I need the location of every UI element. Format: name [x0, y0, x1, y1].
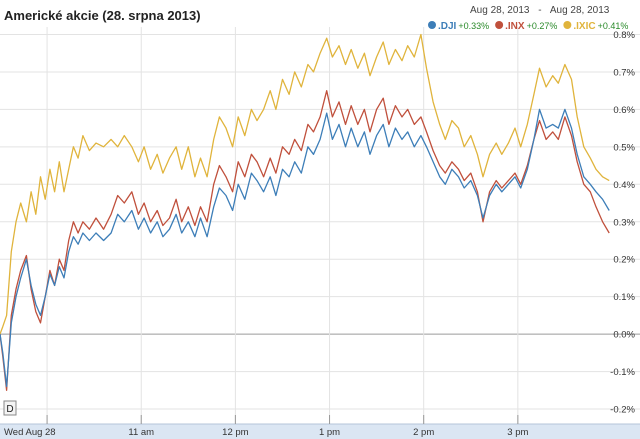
date-range-from: Aug 28, 2013 [470, 5, 530, 16]
x-tick-label: 3 pm [507, 427, 528, 438]
y-tick-label: 0.5% [613, 142, 635, 153]
x-axis [0, 423, 640, 439]
legend-change-dji: +0.33% [458, 21, 489, 31]
legend-change-ixic: +0.41% [598, 21, 629, 31]
x-tick-label: 12 pm [222, 427, 248, 438]
legend-marker-inx [495, 21, 504, 29]
date-range: Aug 28, 2013 - Aug 28, 2013 [470, 5, 610, 16]
y-tick-label: -0.1% [610, 367, 635, 378]
date-range-separator: - [538, 5, 541, 16]
y-tick-label: 0.8% [613, 30, 635, 41]
d-button[interactable]: D [3, 400, 17, 416]
y-tick-label: 0.6% [613, 105, 635, 116]
x-ticks: Wed Aug 28 11 am 12 pm 1 pm 2 pm 3 pm [4, 415, 528, 438]
legend-label-inx: .INX [505, 21, 525, 32]
legend-label-dji: .DJI [438, 21, 457, 32]
x-tick-label: 11 am [128, 427, 154, 438]
legend: .DJI +0.33% .INX +0.27% .IXIC +0.41% [428, 21, 628, 32]
chart-title: Americké akcie (28. srpna 2013) [4, 8, 201, 23]
y-tick-label: 0.3% [613, 217, 635, 228]
series-line-inx [0, 90, 610, 391]
x-tick-label: Wed Aug 28 [4, 427, 56, 438]
y-tick-label: 0.0% [613, 330, 635, 341]
x-axis-bar [0, 424, 640, 439]
d-button-frame[interactable] [3, 400, 17, 416]
legend-marker-ixic [563, 21, 572, 29]
y-tick-label: 0.1% [613, 292, 635, 303]
y-tick-label: 0.7% [613, 67, 635, 78]
y-tick-label: -0.2% [610, 405, 635, 416]
x-tick-label: 1 pm [319, 427, 340, 438]
series-lines [0, 33, 610, 391]
legend-marker-dji [428, 21, 436, 29]
series-line-dji [0, 108, 610, 388]
legend-change-inx: +0.27% [527, 21, 558, 31]
date-range-to: Aug 28, 2013 [550, 5, 610, 16]
x-tick-label: 2 pm [413, 427, 434, 438]
series-line-ixic [0, 33, 610, 335]
y-ticks: -0.2% -0.1% 0.0% 0.1% 0.2% 0.3% 0.4% 0.5% 0.6% 0.… [610, 30, 635, 416]
y-tick-label: 0.4% [613, 180, 635, 191]
legend-label-ixic: .IXIC [573, 21, 595, 32]
y-tick-label: 0.2% [613, 255, 635, 266]
d-button-label[interactable]: D [6, 404, 13, 415]
